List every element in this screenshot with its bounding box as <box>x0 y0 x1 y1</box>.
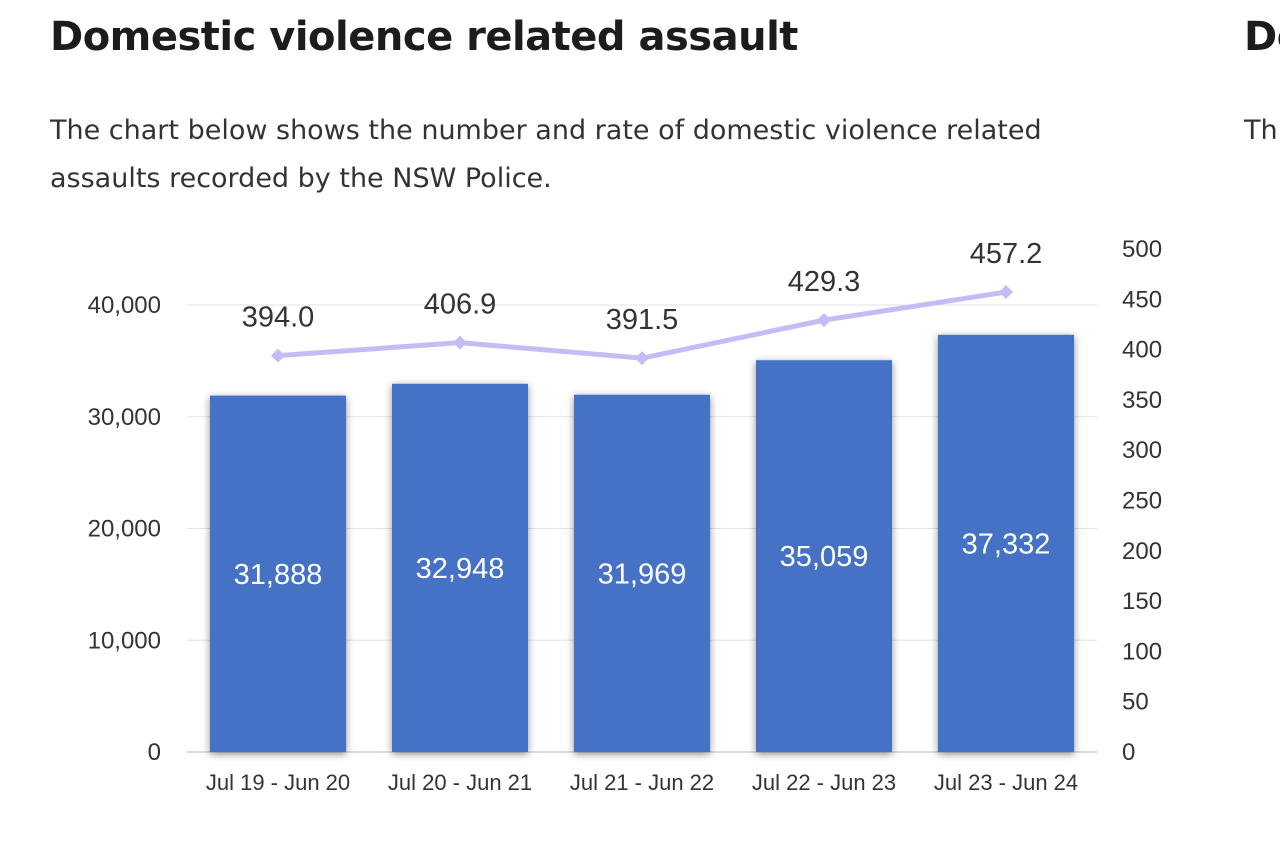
right-axis-tick-label: 50 <box>1122 689 1149 716</box>
right-axis-tick-label: 300 <box>1122 437 1162 464</box>
left-axis-tick-label: 30,000 <box>88 404 161 431</box>
bars <box>210 334 1074 752</box>
x-axis-category-label: Jul 23 - Jun 24 <box>934 770 1078 795</box>
rate-line <box>271 285 1013 366</box>
rate-value-label: 394.0 <box>242 302 315 334</box>
bar-value-label: 37,332 <box>962 528 1051 560</box>
left-axis-tick-label: 10,000 <box>88 627 161 654</box>
data-labels: 31,888 32,948 31,969 35,059 37,332 394.0 406.9… <box>234 238 1051 591</box>
right-axis-tick-label: 450 <box>1122 286 1162 313</box>
right-axis-tick-label: 250 <box>1122 488 1162 515</box>
right-axis-tick-label: 0 <box>1122 739 1135 766</box>
bar-value-label: 31,969 <box>598 558 687 590</box>
rate-value-label: 406.9 <box>424 289 497 321</box>
next-section-title: De <box>1244 14 1280 60</box>
bar-value-label: 32,948 <box>416 553 505 585</box>
bar <box>938 334 1074 752</box>
right-axis-tick-label: 350 <box>1122 387 1162 414</box>
bar <box>210 395 346 752</box>
x-axis-category-label: Jul 20 - Jun 21 <box>388 770 532 795</box>
x-axis-category-label: Jul 19 - Jun 20 <box>206 770 350 795</box>
bar <box>574 394 710 752</box>
right-axis-tick-label: 400 <box>1122 337 1162 364</box>
rate-point <box>271 348 285 363</box>
rate-point <box>453 335 467 350</box>
right-axis-tick-label: 100 <box>1122 638 1162 665</box>
bar <box>392 383 528 752</box>
rate-point <box>817 313 831 328</box>
right-axis-tick-label: 200 <box>1122 538 1162 565</box>
right-axis-tick-label: 150 <box>1122 588 1162 615</box>
section-description: The chart below shows the number and rat… <box>50 115 1042 194</box>
x-axis-category-label: Jul 22 - Jun 23 <box>752 770 896 795</box>
left-axis-tick-label: 20,000 <box>88 516 161 543</box>
left-axis-tick-label: 40,000 <box>88 292 161 319</box>
next-section-description: Th rec <box>1244 115 1280 146</box>
bar-value-label: 31,888 <box>234 559 323 591</box>
rate-value-label: 391.5 <box>606 304 679 336</box>
section-title: Domestic violence related assault <box>50 14 798 60</box>
rate-point <box>635 351 649 366</box>
bar-value-label: 35,059 <box>780 541 869 573</box>
x-axis-category-label: Jul 21 - Jun 22 <box>570 770 714 795</box>
axes: 0 10,000 20,000 30,000 40,000 0 50 100 150 200 250… <box>88 236 1162 795</box>
right-axis-tick-label: 500 <box>1122 236 1162 263</box>
rate-value-label: 429.3 <box>788 266 861 298</box>
rate-value-label: 457.2 <box>970 238 1043 270</box>
left-axis-tick-label: 0 <box>148 739 161 766</box>
rate-point <box>999 285 1013 300</box>
bar <box>756 360 892 752</box>
